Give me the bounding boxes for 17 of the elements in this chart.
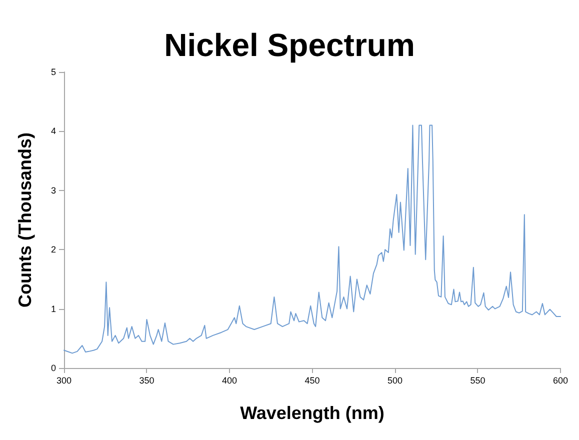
x-axis-title: Wavelength (nm) bbox=[240, 403, 384, 423]
y-tick-label: 4 bbox=[50, 126, 56, 136]
line-series bbox=[64, 124, 561, 354]
x-tick-label: 550 bbox=[470, 376, 486, 386]
x-tick-label: 400 bbox=[222, 376, 238, 386]
x-tick-label: 350 bbox=[139, 376, 154, 386]
y-tick-label: 0 bbox=[50, 363, 56, 373]
y-tick-label: 2 bbox=[50, 244, 56, 255]
x-tick-label: 500 bbox=[387, 376, 403, 386]
y-tick-label: 1 bbox=[50, 304, 56, 314]
x-tick-label: 450 bbox=[304, 376, 320, 386]
x-tick-label: 300 bbox=[56, 376, 72, 386]
y-tick-label: 5 bbox=[50, 67, 56, 77]
x-tick-label: 600 bbox=[552, 376, 568, 386]
chart-title: Nickel Spectrum bbox=[164, 27, 415, 63]
y-tick-label: 3 bbox=[50, 185, 56, 196]
y-axis-title: Counts (Thousands) bbox=[15, 132, 35, 308]
